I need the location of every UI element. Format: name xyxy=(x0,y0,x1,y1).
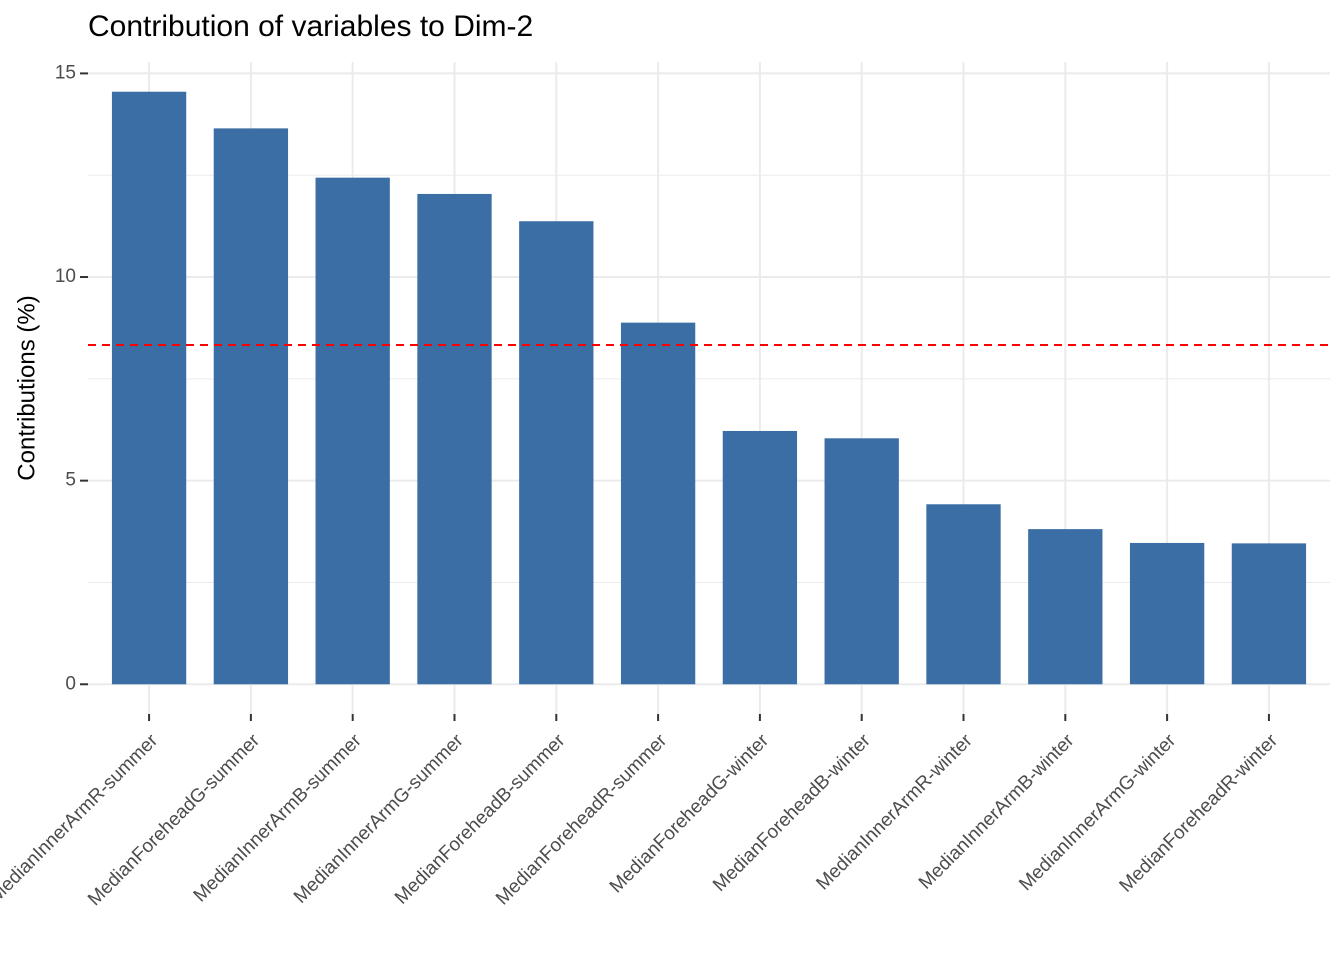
x-tick-label: MedianForeheadR-summer xyxy=(492,730,672,910)
x-tick-label: MedianInnerArmG-summer xyxy=(290,730,468,908)
bar xyxy=(722,430,798,685)
bar xyxy=(213,128,289,685)
bar xyxy=(926,504,1001,685)
bar xyxy=(620,322,696,685)
bar xyxy=(315,177,390,685)
x-tick-label: MedianForeheadB-summer xyxy=(391,730,570,909)
bar xyxy=(519,221,594,685)
y-axis-label: Contributions (%) xyxy=(13,295,40,480)
bar xyxy=(111,91,187,685)
x-tick-label: MedianForeheadG-summer xyxy=(84,730,264,910)
bar xyxy=(1231,543,1307,685)
y-tick-label: 15 xyxy=(55,62,76,83)
bar xyxy=(1129,542,1205,685)
y-tick-label: 0 xyxy=(65,673,76,694)
x-tick-label: MedianInnerArmB-summer xyxy=(190,730,367,907)
bar xyxy=(824,438,899,685)
x-tick-label: MedianInnerArmR-summer xyxy=(0,730,163,907)
y-tick-label: 5 xyxy=(65,470,76,491)
bar xyxy=(1028,529,1103,685)
bar xyxy=(417,193,492,685)
chart-title: Contribution of variables to Dim-2 xyxy=(88,10,533,43)
y-tick-label: 10 xyxy=(55,266,76,287)
